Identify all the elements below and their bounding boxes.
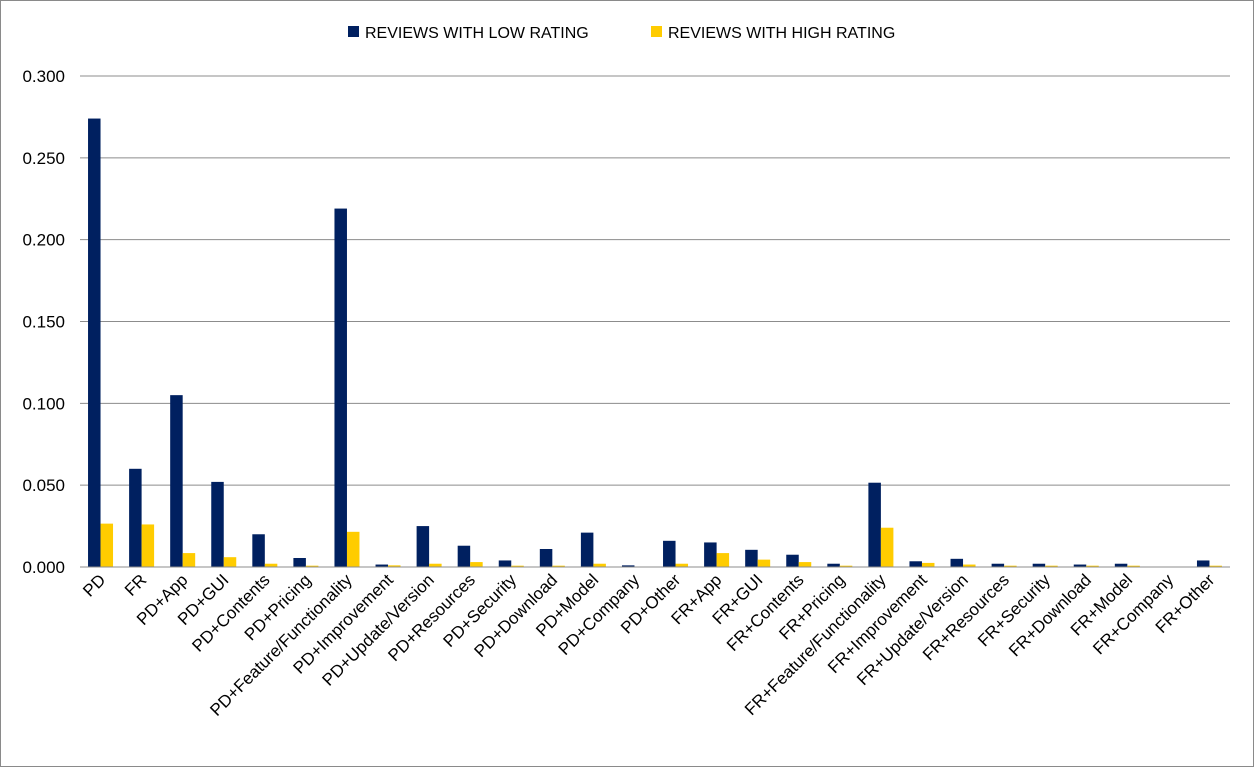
bar-high-rating xyxy=(346,531,360,567)
bar-low-rating xyxy=(786,554,799,567)
bar-low-rating xyxy=(457,545,471,567)
bar-low-rating xyxy=(211,481,224,567)
bar-high-rating xyxy=(880,527,894,567)
bar-low-rating xyxy=(334,208,347,567)
x-tick-label: PD xyxy=(79,570,109,600)
bar-high-rating xyxy=(552,565,565,567)
legend-label-high-rating: REVIEWS WITH HIGH RATING xyxy=(668,25,895,42)
bar-high-rating xyxy=(429,563,442,567)
bar-low-rating xyxy=(416,526,430,567)
bar-low-rating xyxy=(909,561,922,567)
bar-low-rating xyxy=(293,557,306,567)
bar-high-rating xyxy=(470,562,483,567)
bar-low-rating xyxy=(868,482,881,567)
legend-swatch-low-rating xyxy=(348,26,359,37)
bar-high-rating xyxy=(141,524,155,567)
bar-low-rating xyxy=(1032,563,1046,567)
bar-low-rating xyxy=(991,563,1005,567)
bar-low-rating xyxy=(252,534,265,567)
bar-high-rating xyxy=(264,563,278,567)
bar-low-rating xyxy=(745,549,758,567)
bar-high-rating xyxy=(593,563,606,567)
bar-low-rating xyxy=(704,542,717,567)
bars xyxy=(88,118,1222,567)
bar-low-rating xyxy=(129,468,142,567)
bar-high-rating xyxy=(1209,565,1222,567)
bar-low-rating xyxy=(498,560,512,567)
bar-low-rating xyxy=(663,540,676,567)
bar-high-rating xyxy=(1004,565,1017,567)
bar-high-rating xyxy=(798,562,812,567)
bar-low-rating xyxy=(170,395,183,567)
bar-low-rating xyxy=(375,564,389,567)
bar-high-rating xyxy=(839,565,853,567)
bar-high-rating xyxy=(388,565,401,567)
y-tick-label: 0.200 xyxy=(22,231,65,250)
legend: REVIEWS WITH LOW RATING REVIEWS WITH HIG… xyxy=(348,25,895,42)
bar-low-rating xyxy=(621,565,635,567)
x-axis: PD FRPD+AppPD+GUIPD+ContentsPD+PricingPD+… xyxy=(79,566,1230,720)
bar-low-rating xyxy=(88,118,101,567)
bar-high-rating xyxy=(100,523,114,567)
bar-high-rating xyxy=(1086,565,1099,567)
bar-low-rating xyxy=(1114,563,1128,567)
y-tick-label: 0.250 xyxy=(22,149,65,168)
bar-low-rating xyxy=(950,558,964,567)
bar-high-rating xyxy=(757,559,771,567)
y-axis: 0.000 0.050 0.100 0.150 0.200 0.250 0.300 xyxy=(22,67,65,577)
x-tick-label: FR xyxy=(121,570,150,599)
bar-high-rating xyxy=(921,562,935,567)
gridlines xyxy=(80,75,1230,486)
bar-high-rating xyxy=(1127,565,1140,567)
bar-high-rating xyxy=(182,553,196,567)
bar-low-rating xyxy=(1073,564,1087,567)
bar-low-rating xyxy=(1196,560,1210,567)
bar-high-rating xyxy=(716,553,730,567)
bar-high-rating xyxy=(1045,565,1058,567)
y-tick-label: 0.050 xyxy=(22,476,65,495)
bar-low-rating xyxy=(827,563,840,567)
bar-high-rating xyxy=(511,565,524,567)
y-tick-label: 0.150 xyxy=(22,313,65,332)
bar-high-rating xyxy=(675,563,689,567)
bar-low-rating xyxy=(539,548,553,567)
bar-high-rating xyxy=(223,557,237,567)
y-tick-label: 0.100 xyxy=(22,394,65,413)
y-tick-label: 0.300 xyxy=(22,67,65,86)
bar-high-rating xyxy=(963,564,976,567)
legend-swatch-high-rating xyxy=(651,26,662,37)
bar-low-rating xyxy=(580,532,594,567)
bar-high-rating xyxy=(305,565,319,567)
legend-label-low-rating: REVIEWS WITH LOW RATING xyxy=(365,25,589,42)
y-tick-label: 0.000 xyxy=(22,558,65,577)
